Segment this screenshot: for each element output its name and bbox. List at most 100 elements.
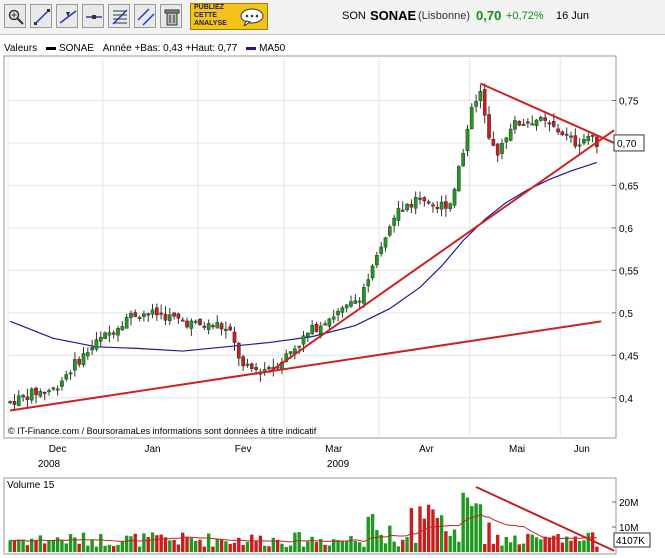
volume-bar xyxy=(422,518,427,552)
month-label: Jun xyxy=(574,444,590,455)
volume-bar xyxy=(314,542,319,552)
volume-bar xyxy=(349,536,353,552)
candle-body xyxy=(314,323,319,332)
channel-icon[interactable] xyxy=(134,4,156,28)
candle-body xyxy=(129,313,133,318)
volume-bar xyxy=(68,534,73,552)
candle-body xyxy=(189,320,194,329)
candle-body xyxy=(116,328,120,336)
volume-bar xyxy=(254,541,258,552)
candle-body xyxy=(60,380,64,387)
candle-body xyxy=(232,331,237,343)
candle-body xyxy=(73,359,77,371)
volume-bar xyxy=(478,504,483,552)
trend-line-icon[interactable] xyxy=(56,4,78,28)
candle-body xyxy=(513,120,517,130)
candle-body xyxy=(98,337,103,342)
fibonacci-icon[interactable] xyxy=(108,4,130,28)
volume-bar xyxy=(543,536,547,552)
volume-bar xyxy=(409,508,414,552)
candle-body xyxy=(8,401,12,404)
candle-body xyxy=(349,301,353,307)
volume-bar xyxy=(504,536,508,552)
candle-body xyxy=(90,347,94,351)
volume-bar xyxy=(55,537,60,552)
volume-bar xyxy=(517,544,521,552)
trash-icon[interactable] xyxy=(160,4,182,28)
candle-body xyxy=(254,367,258,370)
volume-bar xyxy=(306,541,310,552)
volume-bar xyxy=(319,539,323,552)
volume-bar xyxy=(103,545,107,552)
ma50-line xyxy=(9,161,598,352)
candle-body xyxy=(150,309,155,315)
candle-body xyxy=(142,313,146,317)
candle-body xyxy=(21,394,25,398)
last-volume-label: 4107K xyxy=(616,536,645,547)
volume-bar xyxy=(457,541,461,552)
volume-bar xyxy=(193,540,198,552)
month-label: Avr xyxy=(419,444,434,455)
volume-bar xyxy=(530,534,534,552)
ad-line-3: ANALYSE xyxy=(194,20,227,27)
candle-body xyxy=(521,123,526,126)
candle-body xyxy=(573,135,578,147)
volume-bar xyxy=(444,531,448,552)
candle-body xyxy=(569,135,573,138)
last-price-box xyxy=(613,134,645,152)
candle-body xyxy=(530,123,534,126)
price-tick-label: 0,45 xyxy=(619,351,639,362)
candle-body xyxy=(81,353,86,366)
candle-body xyxy=(42,391,47,394)
volume-bar xyxy=(12,540,17,552)
volume-bar xyxy=(388,525,392,552)
candle-body xyxy=(331,316,336,320)
volume-bar xyxy=(577,540,582,552)
volume-bar xyxy=(38,535,43,552)
volume-bar xyxy=(146,537,150,552)
candle-body xyxy=(224,328,228,331)
company-name: SONAE xyxy=(370,8,417,23)
candle-body xyxy=(163,314,168,321)
volume-panel xyxy=(3,477,617,555)
volume-bar xyxy=(293,532,297,552)
volume-bar xyxy=(116,544,120,552)
volume-bar xyxy=(176,544,181,552)
zoom-icon[interactable] xyxy=(4,4,26,28)
last-price-label: 0,70 xyxy=(617,139,637,150)
candle-body xyxy=(323,323,327,326)
volume-bar xyxy=(90,539,94,552)
volume-bar xyxy=(34,540,38,552)
candle-body xyxy=(16,395,21,406)
exchange-name: (Lisbonne) xyxy=(418,10,470,22)
candle-body xyxy=(206,323,211,330)
volume-bar xyxy=(228,543,232,552)
volume-bar xyxy=(172,539,176,552)
price-change: +0,72% xyxy=(506,10,544,22)
line-draw-icon[interactable] xyxy=(30,4,52,28)
horizontal-line-icon[interactable] xyxy=(82,4,104,28)
candle-body xyxy=(336,310,340,316)
volume-bar xyxy=(353,541,357,552)
candle-body xyxy=(547,122,552,125)
volume-bar xyxy=(202,546,206,552)
price-tick-label: 0,5 xyxy=(619,309,633,320)
candle-body xyxy=(34,387,38,396)
candle-body xyxy=(29,388,34,401)
candle-body xyxy=(461,152,465,167)
volume-bar xyxy=(470,506,474,552)
publish-analysis-banner[interactable]: PUBLIEZ CETTE ANALYSE xyxy=(190,3,268,30)
candle-body xyxy=(357,300,362,303)
volume-bar xyxy=(250,534,254,552)
candle-body xyxy=(426,201,431,204)
toolbar: PUBLIEZ CETTE ANALYSE SON SONAE (Lisbonn… xyxy=(0,0,665,35)
candle-body xyxy=(388,226,392,236)
candle-body xyxy=(327,318,332,327)
candle-body xyxy=(185,320,189,328)
volume-bar xyxy=(86,545,90,552)
candle-body xyxy=(444,201,448,209)
volume-bar xyxy=(327,545,332,552)
volume-bar xyxy=(495,534,500,552)
volume-bar xyxy=(215,538,219,552)
